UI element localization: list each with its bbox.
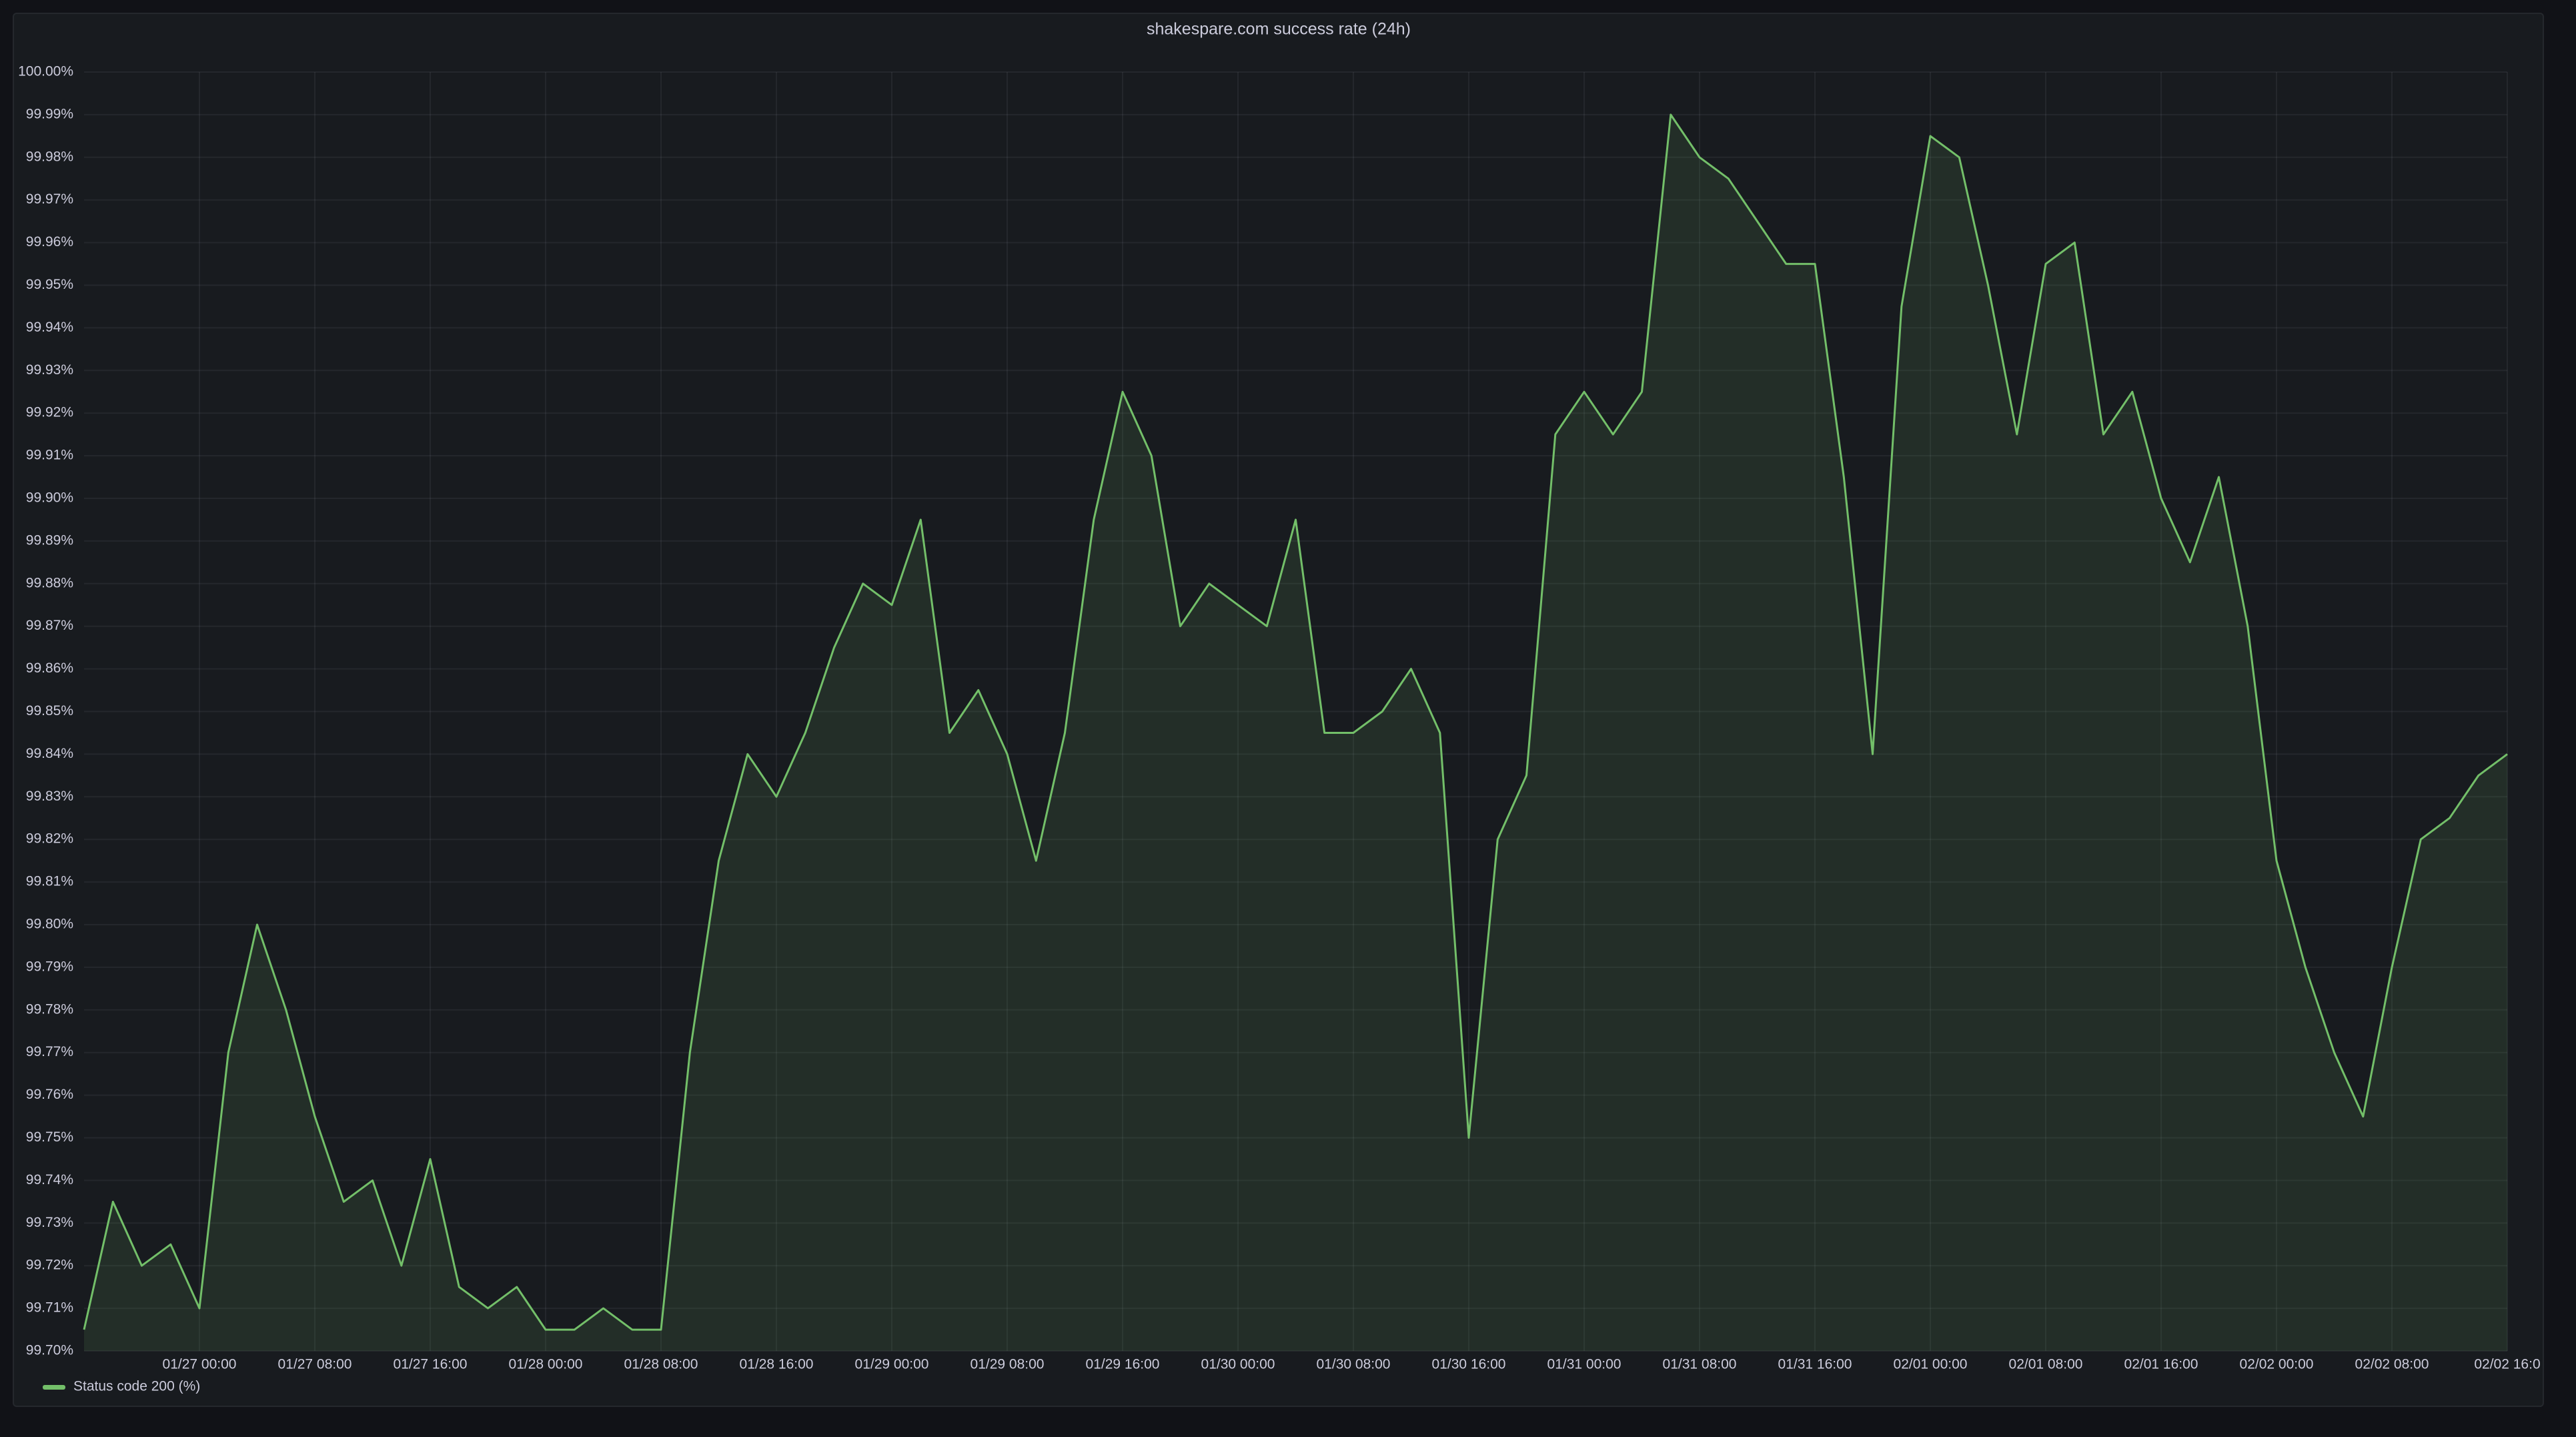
x-tick-label: 01/29 08:00 [971, 1357, 1045, 1372]
x-tick-label: 01/31 08:00 [1663, 1357, 1737, 1372]
x-tick-label: 01/31 00:00 [1547, 1357, 1622, 1372]
x-tick-label: 02/02 00:00 [2240, 1357, 2314, 1372]
legend-label[interactable]: Status code 200 (%) [73, 1379, 200, 1394]
y-tick-label: 99.80% [26, 917, 73, 932]
y-tick-label: 99.81% [26, 874, 73, 889]
y-tick-label: 99.92% [26, 405, 73, 420]
y-tick-label: 99.83% [26, 789, 73, 804]
y-tick-label: 99.75% [26, 1129, 73, 1145]
y-tick-label: 99.71% [26, 1300, 73, 1316]
x-tick-label: 01/28 16:00 [740, 1357, 814, 1372]
y-tick-label: 99.95% [26, 277, 73, 292]
line [83, 113, 2508, 1331]
x-tick-label: 02/01 08:00 [2009, 1357, 2083, 1372]
y-tick-label: 100.00% [18, 64, 73, 79]
panel-title: shakespare.com success rate (24h) [1147, 20, 1411, 39]
y-tick-label: 99.87% [26, 618, 73, 633]
x-tick-label: 01/29 16:00 [1086, 1357, 1160, 1372]
y-tick-label: 99.74% [26, 1172, 73, 1187]
x-tick-label: 02/01 16:00 [2124, 1357, 2198, 1372]
x-tick-label: 01/30 16:00 [1432, 1357, 1506, 1372]
y-tick-label: 99.79% [26, 959, 73, 974]
panel [13, 13, 2544, 1407]
y-tick-label: 99.85% [26, 703, 73, 718]
x-tick-label: 01/29 00:00 [855, 1357, 929, 1372]
y-tick-label: 99.91% [26, 448, 73, 463]
y-tick-label: 99.73% [26, 1215, 73, 1230]
x-tick-label: 02/02 16:0 [2474, 1357, 2540, 1372]
area [84, 114, 2507, 1351]
x-tick-label: 01/27 00:00 [163, 1357, 237, 1372]
y-tick-label: 99.93% [26, 362, 73, 378]
y-tick-label: 99.72% [26, 1258, 73, 1273]
y-tick-label: 99.78% [26, 1001, 73, 1017]
x-tick-label: 01/30 08:00 [1317, 1357, 1391, 1372]
x-tick-label: 01/28 08:00 [624, 1357, 698, 1372]
y-tick-label: 99.94% [26, 320, 73, 335]
legend-swatch [43, 1385, 65, 1390]
x-tick-label: 02/01 00:00 [1894, 1357, 1968, 1372]
y-tick-label: 99.96% [26, 234, 73, 250]
y-tick-label: 99.82% [26, 831, 73, 847]
x-tick-label: 01/27 16:00 [394, 1357, 468, 1372]
y-tick-label: 99.70% [26, 1343, 73, 1358]
y-tick-label: 99.77% [26, 1044, 73, 1059]
y-tick-label: 99.86% [26, 660, 73, 676]
y-tick-label: 99.88% [26, 575, 73, 590]
x-tick-label: 01/28 00:00 [509, 1357, 583, 1372]
y-tick-label: 99.90% [26, 490, 73, 506]
y-tick-label: 99.97% [26, 191, 73, 207]
x-tick-label: 01/30 00:00 [1201, 1357, 1275, 1372]
x-tick-label: 01/27 08:00 [278, 1357, 352, 1372]
y-tick-label: 99.89% [26, 532, 73, 548]
x-tick-label: 02/02 08:00 [2355, 1357, 2429, 1372]
y-tick-label: 99.76% [26, 1087, 73, 1102]
y-tick-label: 99.84% [26, 746, 73, 761]
y-tick-label: 99.99% [26, 106, 73, 121]
x-tick-label: 01/31 16:00 [1778, 1357, 1852, 1372]
y-tick-label: 99.98% [26, 149, 73, 164]
